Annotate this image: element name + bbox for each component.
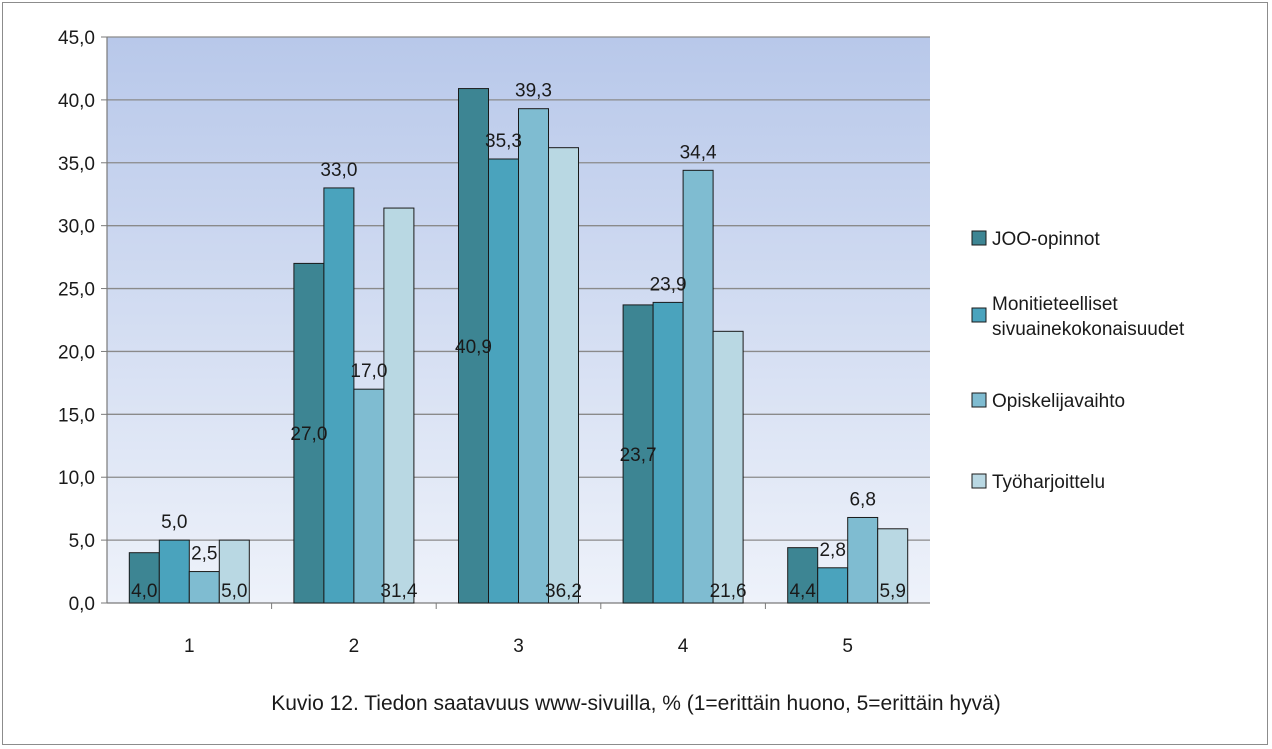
bar	[682, 169, 714, 604]
bar	[323, 187, 355, 604]
chart-caption: Kuvio 12. Tiedon saatavuus www-sivuilla,…	[271, 692, 1001, 715]
y-tick-label: 40,0	[58, 91, 95, 112]
y-tick-label: 0,0	[69, 594, 95, 615]
x-tick-label: 3	[513, 636, 524, 657]
y-tick-label: 35,0	[58, 154, 95, 175]
bar	[712, 330, 744, 604]
bar	[188, 571, 220, 604]
bar	[353, 388, 385, 604]
legend-swatch	[971, 307, 987, 323]
data-label: 5,9	[879, 581, 905, 602]
bar	[877, 528, 909, 604]
bar	[817, 567, 849, 604]
data-label: 33,0	[320, 160, 357, 181]
legend-label: Monitieteelliset sivuainekokonaisuudet	[992, 294, 1185, 340]
bar	[652, 301, 684, 604]
data-label: 40,9	[455, 337, 492, 358]
y-tick-label: 5,0	[69, 531, 95, 552]
legend-swatch	[971, 230, 987, 246]
bar	[548, 147, 579, 604]
data-label: 2,5	[191, 544, 217, 565]
x-tick-label: 5	[842, 636, 853, 657]
y-tick-label: 10,0	[58, 468, 95, 489]
legend-label: Opiskelijavaihto	[992, 391, 1125, 412]
data-label: 5,0	[161, 512, 187, 533]
x-tick-label: 1	[184, 636, 195, 657]
bar	[518, 108, 549, 604]
data-label: 36,2	[545, 581, 582, 602]
data-label: 27,0	[290, 424, 327, 445]
bar	[293, 262, 325, 604]
y-tick-label: 30,0	[58, 217, 95, 238]
data-label: 34,4	[680, 142, 717, 163]
x-tick-label: 2	[349, 636, 360, 657]
bar	[488, 158, 519, 604]
y-tick-label: 45,0	[58, 28, 95, 49]
legend-label-line: Monitieteelliset	[992, 294, 1118, 315]
data-label: 35,3	[485, 131, 522, 152]
bar	[158, 539, 190, 604]
y-tick-label: 15,0	[58, 405, 95, 426]
data-label: 17,0	[350, 361, 387, 382]
bar	[383, 207, 415, 604]
data-label: 23,9	[650, 274, 687, 295]
bar	[218, 539, 250, 604]
legend-label: Työharjoittelu	[992, 472, 1105, 493]
data-label: 4,0	[131, 581, 157, 602]
legend-swatch	[971, 473, 987, 489]
data-label: 5,0	[221, 581, 247, 602]
data-label: 4,4	[789, 581, 816, 602]
data-label: 39,3	[515, 81, 552, 102]
legend-label-line: sivuainekokonaisuudet	[992, 319, 1185, 340]
legend-label: JOO-opinnot	[992, 229, 1100, 250]
bar	[128, 552, 160, 604]
data-label: 23,7	[620, 445, 657, 466]
bar	[847, 516, 879, 604]
legend-swatch	[971, 392, 987, 408]
data-label: 6,8	[849, 489, 875, 510]
data-label: 31,4	[380, 581, 417, 602]
y-tick-label: 25,0	[58, 280, 95, 301]
data-label: 21,6	[710, 581, 747, 602]
data-label: 2,8	[819, 540, 845, 561]
x-tick-label: 4	[678, 636, 689, 657]
y-tick-label: 20,0	[58, 342, 95, 363]
